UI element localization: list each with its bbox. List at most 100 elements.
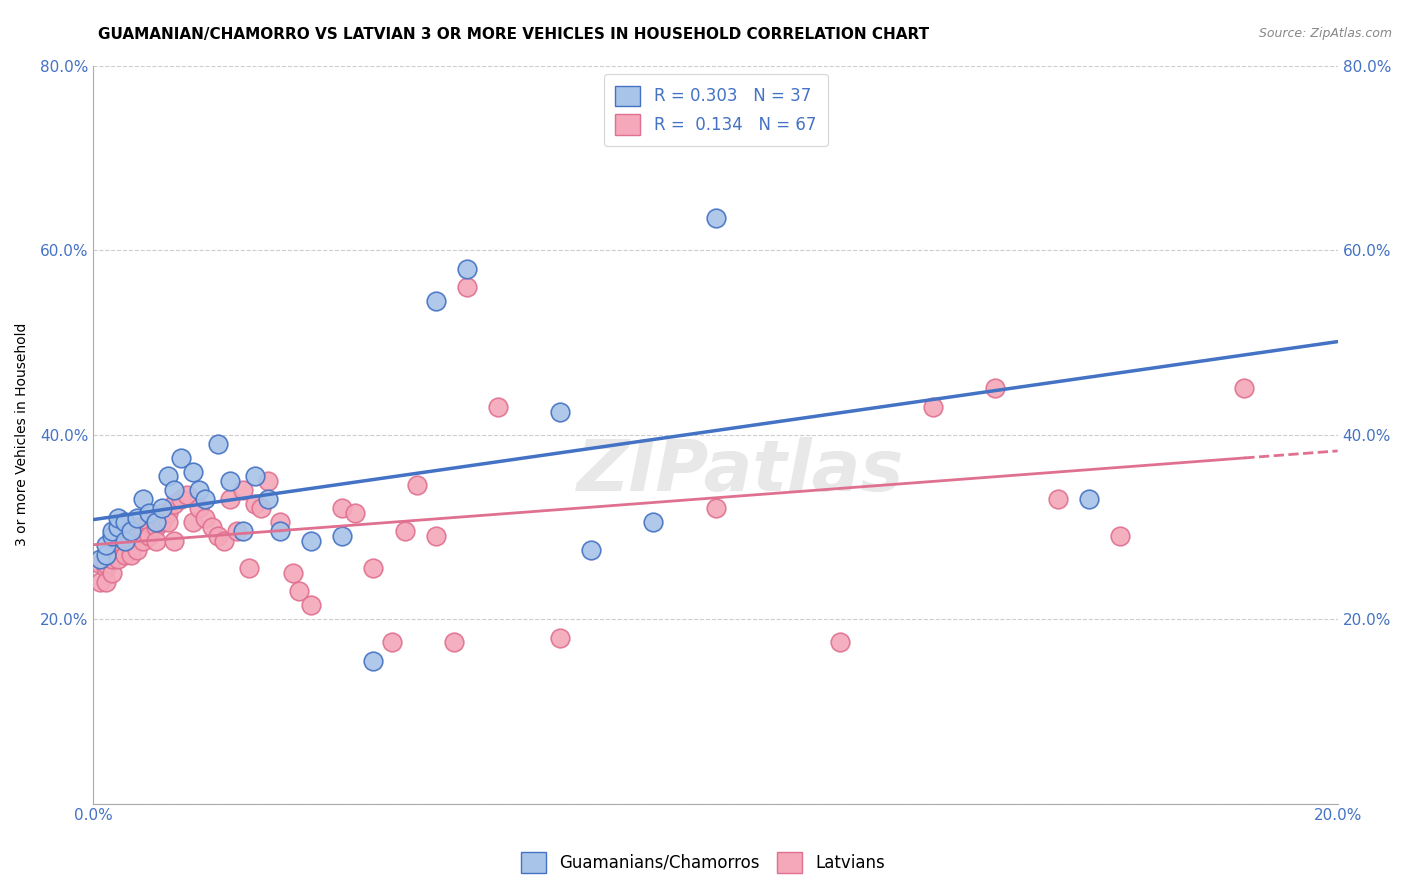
- Point: [201, 520, 224, 534]
- Point: [114, 548, 136, 562]
- Point: [330, 529, 353, 543]
- Point: [163, 533, 186, 548]
- Point: [299, 533, 322, 548]
- Point: [225, 524, 247, 539]
- Y-axis label: 3 or more Vehicles in Household: 3 or more Vehicles in Household: [15, 323, 30, 546]
- Point: [250, 501, 273, 516]
- Point: [163, 497, 186, 511]
- Point: [138, 506, 160, 520]
- Point: [89, 575, 111, 590]
- Point: [145, 515, 167, 529]
- Point: [132, 533, 155, 548]
- Point: [125, 529, 148, 543]
- Point: [101, 529, 124, 543]
- Point: [107, 552, 129, 566]
- Point: [984, 382, 1007, 396]
- Point: [232, 483, 254, 497]
- Point: [176, 487, 198, 501]
- Legend: R = 0.303   N = 37, R =  0.134   N = 67: R = 0.303 N = 37, R = 0.134 N = 67: [603, 74, 828, 146]
- Point: [299, 599, 322, 613]
- Point: [1233, 382, 1256, 396]
- Point: [157, 469, 180, 483]
- Point: [107, 543, 129, 558]
- Point: [343, 506, 366, 520]
- Point: [132, 492, 155, 507]
- Point: [145, 520, 167, 534]
- Point: [704, 501, 727, 516]
- Point: [363, 561, 385, 575]
- Point: [150, 515, 173, 529]
- Point: [169, 492, 191, 507]
- Point: [157, 506, 180, 520]
- Point: [548, 631, 571, 645]
- Point: [145, 515, 167, 529]
- Point: [456, 280, 478, 294]
- Point: [181, 465, 204, 479]
- Point: [194, 510, 217, 524]
- Point: [704, 211, 727, 225]
- Point: [125, 520, 148, 534]
- Text: Source: ZipAtlas.com: Source: ZipAtlas.com: [1258, 27, 1392, 40]
- Point: [207, 529, 229, 543]
- Point: [101, 524, 124, 539]
- Point: [169, 450, 191, 465]
- Point: [828, 635, 851, 649]
- Point: [138, 529, 160, 543]
- Point: [425, 293, 447, 308]
- Point: [579, 543, 602, 558]
- Point: [114, 515, 136, 529]
- Point: [114, 533, 136, 548]
- Point: [125, 543, 148, 558]
- Point: [94, 548, 117, 562]
- Point: [269, 515, 291, 529]
- Point: [219, 492, 242, 507]
- Text: ZIPatlas: ZIPatlas: [576, 437, 904, 506]
- Point: [256, 474, 278, 488]
- Point: [330, 501, 353, 516]
- Point: [188, 501, 211, 516]
- Point: [107, 520, 129, 534]
- Point: [456, 261, 478, 276]
- Legend: Guamanians/Chamorros, Latvians: Guamanians/Chamorros, Latvians: [515, 846, 891, 880]
- Point: [94, 561, 117, 575]
- Point: [256, 492, 278, 507]
- Point: [101, 548, 124, 562]
- Point: [1109, 529, 1132, 543]
- Point: [120, 533, 142, 548]
- Point: [363, 654, 385, 668]
- Point: [132, 524, 155, 539]
- Point: [101, 552, 124, 566]
- Point: [150, 506, 173, 520]
- Point: [486, 400, 509, 414]
- Point: [157, 515, 180, 529]
- Point: [425, 529, 447, 543]
- Point: [94, 557, 117, 571]
- Point: [643, 515, 665, 529]
- Point: [922, 400, 945, 414]
- Point: [125, 510, 148, 524]
- Point: [245, 497, 267, 511]
- Point: [94, 538, 117, 552]
- Point: [245, 469, 267, 483]
- Point: [120, 524, 142, 539]
- Point: [188, 483, 211, 497]
- Point: [145, 533, 167, 548]
- Point: [207, 437, 229, 451]
- Point: [138, 515, 160, 529]
- Point: [107, 510, 129, 524]
- Point: [406, 478, 429, 492]
- Point: [269, 524, 291, 539]
- Point: [232, 524, 254, 539]
- Point: [181, 515, 204, 529]
- Point: [114, 533, 136, 548]
- Point: [212, 533, 235, 548]
- Point: [394, 524, 416, 539]
- Point: [1077, 492, 1099, 507]
- Point: [219, 474, 242, 488]
- Point: [548, 404, 571, 418]
- Point: [287, 584, 309, 599]
- Point: [101, 566, 124, 580]
- Point: [150, 501, 173, 516]
- Point: [443, 635, 465, 649]
- Point: [1046, 492, 1069, 507]
